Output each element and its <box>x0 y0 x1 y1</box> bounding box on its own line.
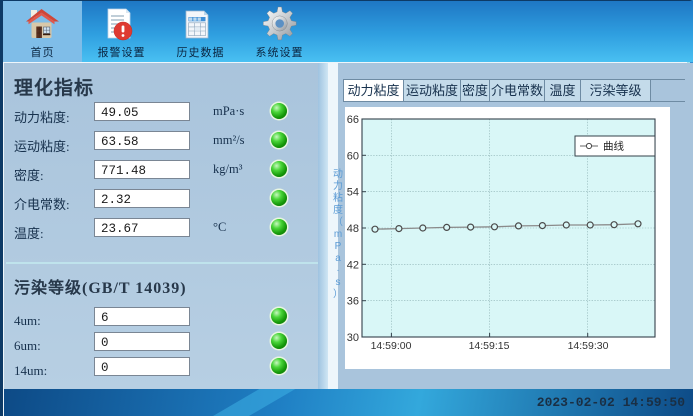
svg-text:54: 54 <box>347 187 359 199</box>
svg-text:42: 42 <box>347 259 359 271</box>
svg-text:60: 60 <box>347 150 359 162</box>
svg-text:14:59:00: 14:59:00 <box>371 340 412 352</box>
svg-text:14:59:15: 14:59:15 <box>469 340 510 352</box>
svg-text:14:59:30: 14:59:30 <box>568 340 609 352</box>
svg-text:36: 36 <box>347 296 359 308</box>
svg-text:48: 48 <box>347 223 359 235</box>
svg-text:曲线: 曲线 <box>603 140 624 153</box>
svg-text:30: 30 <box>347 332 359 344</box>
svg-text:66: 66 <box>347 114 359 126</box>
